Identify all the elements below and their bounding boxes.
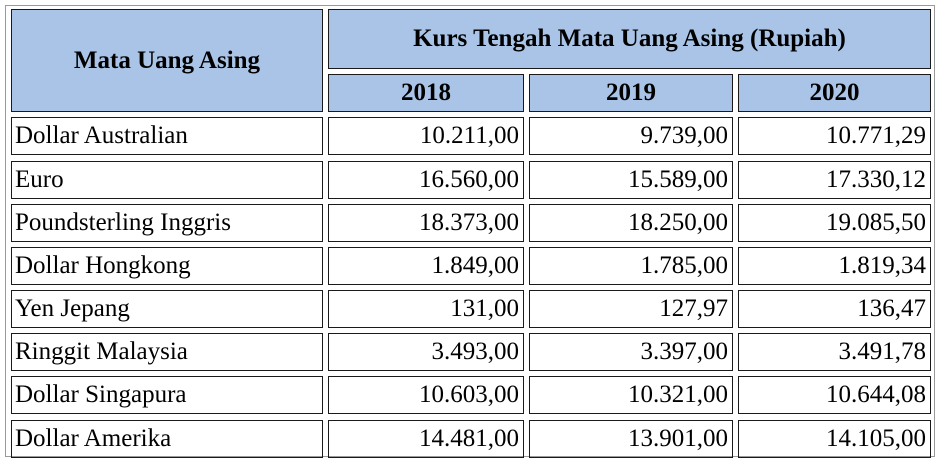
value-2020: 10.771,29 <box>738 117 931 155</box>
value-2018: 18.373,00 <box>328 204 524 242</box>
value-2018: 14.481,00 <box>328 420 524 458</box>
value-2019: 9.739,00 <box>529 117 733 155</box>
value-2020: 17.330,12 <box>738 161 931 199</box>
header-year-2019: 2019 <box>529 74 733 112</box>
value-2019: 18.250,00 <box>529 204 733 242</box>
value-2018: 10.603,00 <box>328 376 524 414</box>
value-2020: 10.644,08 <box>738 376 931 414</box>
currency-name: Euro <box>11 161 323 199</box>
currency-name: Dollar Amerika <box>11 420 323 458</box>
currency-name: Poundsterling Inggris <box>11 204 323 242</box>
value-2020: 1.819,34 <box>738 247 931 285</box>
value-2020: 14.105,00 <box>738 420 931 458</box>
header-year-2020: 2020 <box>738 74 931 112</box>
currency-name: Dollar Hongkong <box>11 247 323 285</box>
value-2018: 131,00 <box>328 290 524 328</box>
header-currency: Mata Uang Asing <box>11 9 323 112</box>
currency-name: Ringgit Malaysia <box>11 333 323 371</box>
currency-name: Dollar Australian <box>11 117 323 155</box>
value-2020: 136,47 <box>738 290 931 328</box>
value-2019: 127,97 <box>529 290 733 328</box>
value-2018: 16.560,00 <box>328 161 524 199</box>
header-year-2018: 2018 <box>328 74 524 112</box>
currency-name: Yen Jepang <box>11 290 323 328</box>
currency-name: Dollar Singapura <box>11 376 323 414</box>
value-2018: 3.493,00 <box>328 333 524 371</box>
value-2019: 3.397,00 <box>529 333 733 371</box>
value-2020: 3.491,78 <box>738 333 931 371</box>
value-2019: 1.785,00 <box>529 247 733 285</box>
value-2020: 19.085,50 <box>738 204 931 242</box>
value-2019: 10.321,00 <box>529 376 733 414</box>
value-2019: 15.589,00 <box>529 161 733 199</box>
value-2018: 1.849,00 <box>328 247 524 285</box>
header-group: Kurs Tengah Mata Uang Asing (Rupiah) <box>328 9 931 69</box>
value-2018: 10.211,00 <box>328 117 524 155</box>
value-2019: 13.901,00 <box>529 420 733 458</box>
